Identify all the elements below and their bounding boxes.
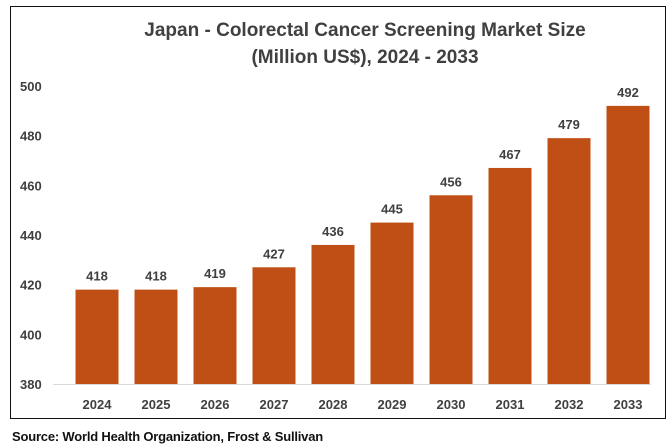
x-tick-label: 2030 [437,397,466,412]
bar [488,167,532,384]
chart-subtitle: (Million US$), 2024 - 2033 [251,47,479,68]
bar [370,222,414,384]
data-label: 436 [322,224,344,239]
bar [134,289,178,384]
chart-title: Japan - Colorectal Cancer Screening Mark… [144,20,586,41]
data-label: 418 [145,269,167,284]
y-tick-label: 460 [20,178,42,193]
x-tick-label: 2027 [260,397,289,412]
bar [193,287,237,384]
x-tick-label: 2032 [555,397,584,412]
data-label: 467 [499,147,521,162]
bar [606,105,650,384]
x-tick-label: 2026 [201,397,230,412]
x-tick-label: 2031 [496,397,525,412]
y-tick-label: 420 [20,278,42,293]
data-label: 419 [204,266,226,281]
y-tick-label: 440 [20,228,42,243]
bar [429,195,473,384]
data-label: 479 [558,117,580,132]
x-tick-label: 2028 [319,397,348,412]
data-label: 418 [86,269,108,284]
bar [252,267,296,384]
x-tick-label: 2024 [83,397,113,412]
x-tick-label: 2025 [142,397,171,412]
y-tick-label: 380 [20,377,42,392]
data-label: 445 [381,202,403,217]
x-tick-label: 2033 [614,397,643,412]
data-label: 456 [440,174,462,189]
chart-frame [10,6,666,419]
bar [75,289,119,384]
bar [547,138,591,384]
y-tick-label: 500 [20,79,42,94]
y-tick-label: 400 [20,327,42,342]
bar [311,244,355,384]
source-note: Source: World Health Organization, Frost… [12,429,323,444]
x-tick-label: 2029 [378,397,407,412]
y-tick-label: 480 [20,129,42,144]
data-label: 492 [617,85,639,100]
data-label: 427 [263,246,285,261]
